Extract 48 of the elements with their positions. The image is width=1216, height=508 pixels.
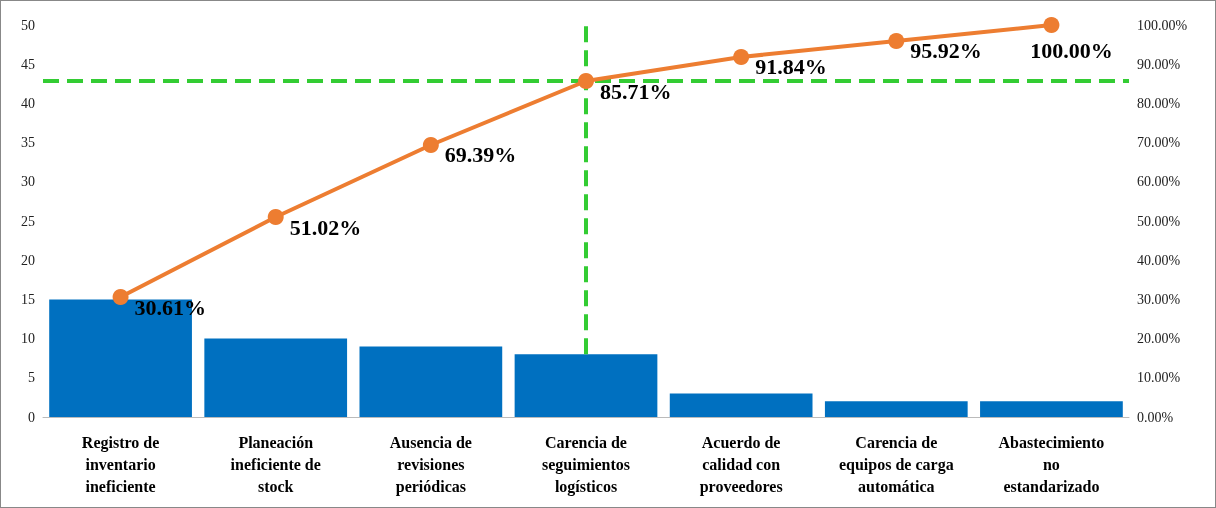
point [1043, 17, 1060, 33]
data-label: 95.92% [910, 38, 982, 64]
point [888, 33, 905, 49]
point [267, 209, 284, 225]
bar [359, 346, 503, 417]
bar [204, 338, 348, 417]
bar [669, 393, 813, 417]
data-label: 85.71% [600, 78, 672, 104]
y-tick-label: 35 [21, 135, 35, 151]
y2-tick-label: 20.00% [1137, 331, 1181, 347]
y2-tick-label: 10.00% [1137, 370, 1181, 386]
point [422, 136, 439, 153]
y2-tick-label: 50.00% [1137, 213, 1181, 229]
y-tick-label: 30 [21, 174, 35, 190]
y2-tick-label: 100.00% [1137, 17, 1188, 33]
point [578, 73, 594, 90]
bar [980, 401, 1123, 417]
y2-tick-label: 80.00% [1137, 95, 1181, 111]
data-label: 91.84% [755, 54, 827, 80]
data-label: 100.00% [1030, 37, 1113, 63]
y2-tick-label: 0.00% [1137, 409, 1174, 425]
y2-tick-label: 30.00% [1137, 291, 1181, 307]
y-tick-label: 20 [21, 252, 35, 268]
x-tick-label: Planeación ineficiente de stock [230, 433, 321, 495]
y2-tick-label: 70.00% [1137, 135, 1181, 151]
y-tick-label: 15 [21, 291, 35, 307]
y2-tick-label: 90.00% [1137, 56, 1181, 72]
y-tick-label: 5 [28, 370, 35, 386]
bar [514, 354, 658, 417]
y-tick-label: 25 [21, 213, 35, 229]
point [112, 289, 129, 305]
x-tick-label: Carencia de equipos de carga automática [838, 433, 954, 495]
point [733, 48, 750, 65]
y-tick-label: 50 [21, 17, 35, 33]
x-tick-label: Registro de inventario ineficiente [81, 433, 160, 495]
y-tick-label: 45 [21, 56, 35, 72]
y-tick-label: 40 [21, 95, 35, 111]
y-tick-label: 10 [21, 331, 35, 347]
bar [824, 401, 968, 417]
x-tick-label: Acuerdo de calidad con proveedores [699, 433, 783, 496]
x-tick-label: Abastecimiento no estandarizado [998, 433, 1105, 495]
y-tick-label: 0 [28, 409, 35, 425]
y2-tick-label: 40.00% [1137, 252, 1181, 268]
x-tick-label: Ausencia de revisiones periódicas [389, 433, 472, 496]
x-tick-label: Carencia de seguimientos logísticos [542, 433, 630, 496]
data-label: 51.02% [289, 214, 362, 240]
data-label: 69.39% [444, 142, 517, 168]
y2-tick-label: 60.00% [1137, 174, 1181, 190]
